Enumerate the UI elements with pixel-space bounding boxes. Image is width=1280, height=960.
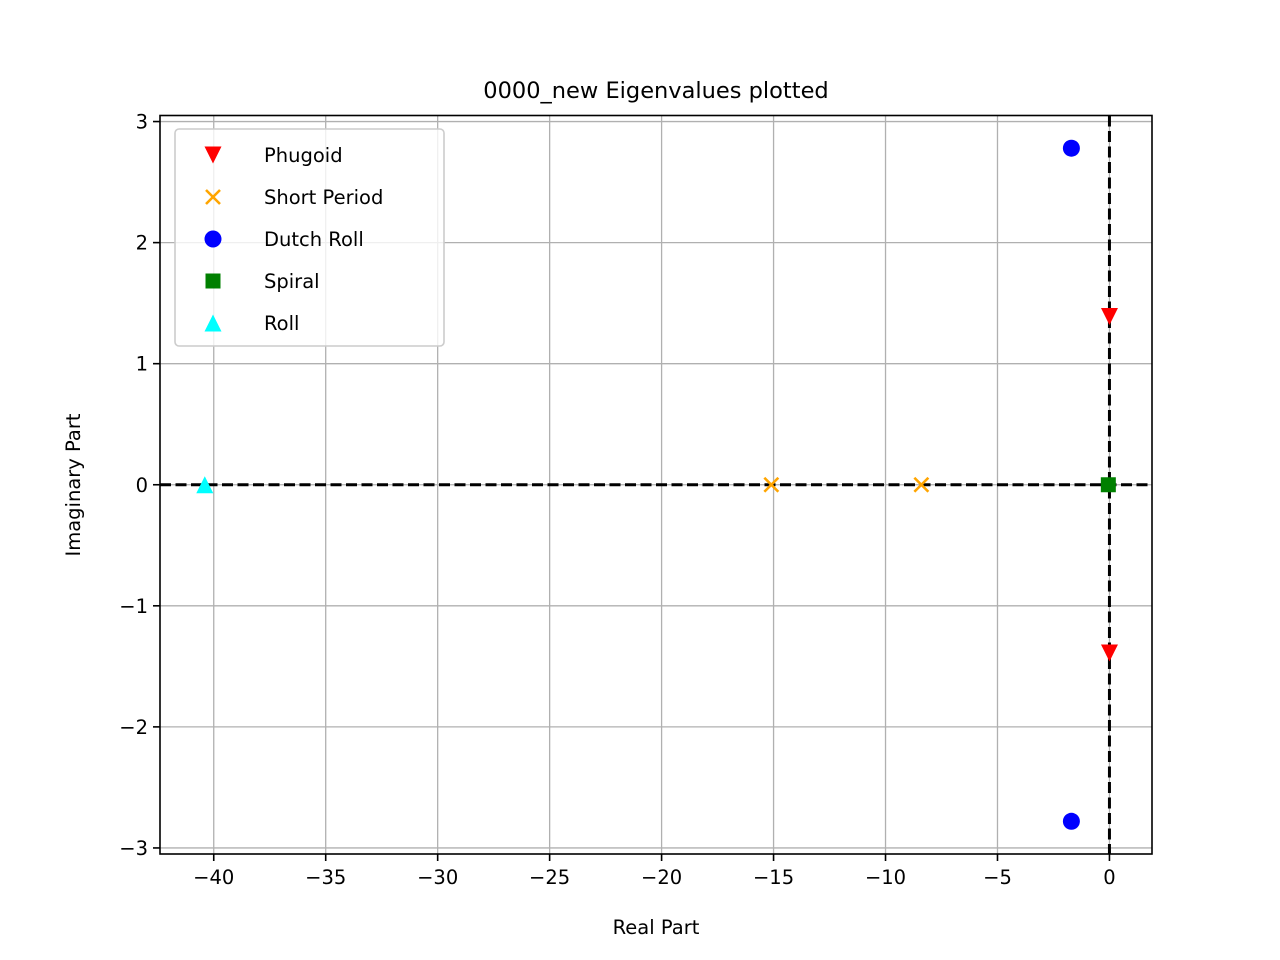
legend-entry-phugoid: Phugoid (204, 144, 343, 167)
short-period-point (913, 476, 930, 493)
legend-marker-spiral (205, 273, 221, 289)
legend-label-phugoid: Phugoid (264, 144, 343, 167)
legend-label-spiral: Spiral (264, 270, 320, 293)
spiral-point (1100, 477, 1116, 493)
dutch-roll-point (1062, 812, 1080, 830)
legend-label-dutch-roll: Dutch Roll (264, 228, 364, 251)
y-tick-label: 3 (136, 111, 148, 134)
y-tick-label: −3 (119, 837, 148, 860)
y-axis-label: Imaginary Part (62, 413, 85, 556)
y-tick-label: 0 (136, 474, 148, 497)
short-period-point (763, 476, 780, 493)
reference-lines (160, 115, 1152, 854)
legend-entry-spiral: Spiral (205, 270, 320, 293)
legend: Phugoid Short Period Dutch Roll Spiral Roll (174, 128, 445, 347)
legend-box (174, 128, 445, 347)
x-tick-label: 0 (1103, 866, 1115, 889)
legend-entry-dutch-roll: Dutch Roll (204, 228, 364, 251)
x-tick-label: −35 (305, 866, 346, 889)
x-tick-label: −10 (865, 866, 906, 889)
x-tick-label: −5 (983, 866, 1012, 889)
roll-point (196, 476, 214, 494)
x-tick-label: −25 (529, 866, 570, 889)
y-tick-label: −2 (119, 716, 148, 739)
legend-marker-short-period (205, 189, 221, 205)
phugoid-point (1100, 644, 1118, 662)
y-tick-label: −1 (119, 595, 148, 618)
y-tick-label: 1 (136, 353, 148, 376)
y-tick-label: 2 (136, 232, 148, 255)
x-tick-label: −20 (641, 866, 682, 889)
dutch-roll-point (1062, 139, 1080, 157)
data-points (196, 139, 1118, 830)
x-tick-label: −30 (417, 866, 458, 889)
x-axis-ticks: −40 −35 −30 −25 −20 −15 −10 −5 0 (193, 854, 1116, 889)
x-axis-label: Real Part (613, 916, 700, 939)
phugoid-point (1100, 307, 1118, 325)
legend-label-roll: Roll (264, 312, 299, 335)
legend-entry-short-period: Short Period (205, 186, 383, 209)
legend-marker-phugoid (204, 146, 222, 164)
y-axis-ticks: −3 −2 −1 0 1 2 3 (119, 111, 160, 860)
chart-title: 0000_new Eigenvalues plotted (483, 78, 828, 104)
x-tick-label: −40 (193, 866, 234, 889)
legend-entry-roll: Roll (204, 312, 299, 335)
legend-label-short-period: Short Period (264, 186, 383, 209)
x-tick-label: −15 (753, 866, 794, 889)
legend-marker-roll (204, 314, 222, 332)
legend-marker-dutch-roll (204, 230, 222, 248)
